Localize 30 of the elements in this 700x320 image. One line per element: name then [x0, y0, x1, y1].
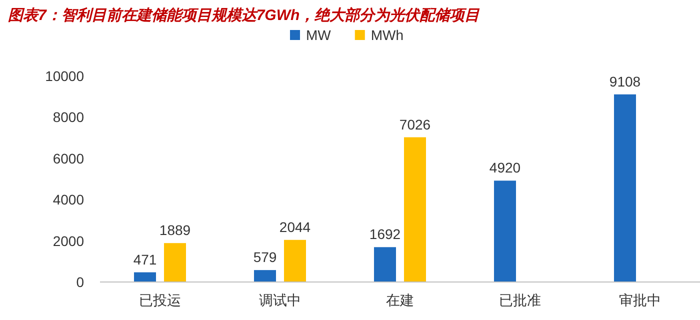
data-label: 1692 [369, 226, 401, 242]
bar [374, 247, 396, 282]
bar [254, 270, 276, 282]
x-tick-label: 在建 [386, 292, 414, 308]
bar [404, 137, 426, 282]
data-label: 471 [133, 251, 157, 268]
x-tick-label: 已投运 [139, 292, 181, 308]
x-tick-label: 已批准 [499, 292, 541, 308]
y-tick-label: 8000 [52, 109, 84, 126]
data-label: 4920 [489, 160, 521, 176]
y-tick-label: 6000 [52, 150, 84, 166]
x-tick-label: 审批中 [619, 292, 661, 308]
bar [134, 272, 156, 282]
y-tick-label: 10000 [45, 68, 84, 84]
chart-title: 图表7：智利目前在建储能项目规模达7GWh，绝大部分为光伏配储项目 [8, 6, 481, 24]
data-label: 579 [253, 249, 277, 266]
y-tick-label: 2000 [52, 232, 84, 249]
x-tick-label: 调试中 [259, 292, 301, 308]
data-label: 9108 [609, 73, 641, 90]
data-label: 1889 [159, 222, 191, 238]
legend-label: MW [306, 27, 332, 43]
y-tick-label: 4000 [52, 192, 84, 208]
data-label: 7026 [399, 116, 431, 132]
data-label: 2044 [279, 218, 311, 235]
y-tick-label: 0 [76, 274, 84, 290]
bar [614, 94, 636, 282]
bar [494, 180, 516, 282]
bar [164, 243, 186, 282]
legend-label: MWh [370, 27, 404, 43]
bar [284, 240, 306, 282]
